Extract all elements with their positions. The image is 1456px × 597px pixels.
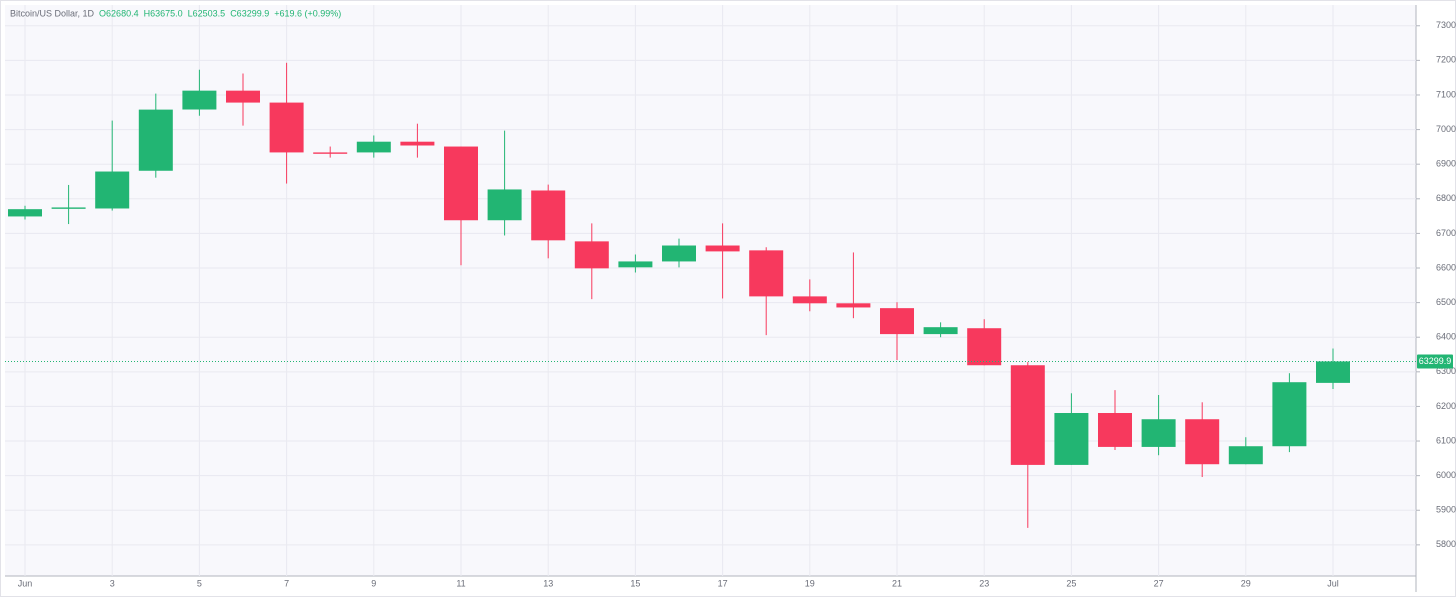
candle-body xyxy=(138,109,173,171)
last-price-label: 63299.9 xyxy=(1419,356,1452,366)
y-tick-label: 69000.0 xyxy=(1436,159,1456,169)
y-tick-label: 65000.0 xyxy=(1436,297,1456,307)
candle-body xyxy=(749,250,784,297)
y-tick-label: 59000.0 xyxy=(1436,505,1456,515)
header-low: L62503.5 xyxy=(188,8,226,18)
x-tick-label: Jul xyxy=(1327,578,1339,588)
candle-body xyxy=(705,245,740,252)
x-tick-label: 17 xyxy=(718,578,728,588)
candle-body xyxy=(792,296,827,304)
y-tick-label: 67000.0 xyxy=(1436,228,1456,238)
candle-body xyxy=(444,146,478,221)
x-tick-label: 13 xyxy=(543,578,553,588)
candle-body xyxy=(662,245,696,262)
x-tick-label: 3 xyxy=(110,578,115,588)
candle-body xyxy=(531,190,566,241)
y-tick-label: 71000.0 xyxy=(1436,89,1456,99)
candle-body xyxy=(1185,419,1220,465)
x-tick-label: 27 xyxy=(1154,578,1164,588)
candle-body xyxy=(356,141,391,153)
candle-body xyxy=(1141,419,1176,447)
candle-body xyxy=(923,327,958,335)
y-tick-label: 68000.0 xyxy=(1436,193,1456,203)
candle-body xyxy=(400,141,435,146)
header-high: H63675.0 xyxy=(144,8,183,18)
y-tick-label: 70000.0 xyxy=(1436,124,1456,134)
candle-body xyxy=(269,102,304,153)
candle-body xyxy=(1272,382,1307,447)
x-tick-label: 21 xyxy=(892,578,902,588)
header-symbol: Bitcoin/US Dollar, 1D xyxy=(10,8,95,18)
y-tick-label: 58000.0 xyxy=(1436,539,1456,549)
plot-area xyxy=(5,5,1416,576)
y-tick-label: 61000.0 xyxy=(1436,435,1456,445)
last-price-box xyxy=(1417,354,1453,369)
header-change: +619.6 (+0.99%) xyxy=(274,8,341,18)
x-tick-label: 23 xyxy=(979,578,989,588)
candle-body xyxy=(8,209,42,217)
x-tick-label: 29 xyxy=(1241,578,1251,588)
candle-body xyxy=(1098,413,1132,447)
candle-body xyxy=(1010,365,1045,465)
candle-body xyxy=(182,90,217,110)
y-tick-label: 66000.0 xyxy=(1436,262,1456,272)
candle-body xyxy=(574,241,609,269)
y-tick-label: 72000.0 xyxy=(1436,55,1456,65)
x-tick-label: 15 xyxy=(630,578,640,588)
candle-body xyxy=(880,308,914,335)
x-tick-label: 19 xyxy=(805,578,815,588)
candle-body xyxy=(1054,413,1089,465)
candle-body xyxy=(1228,446,1263,465)
candle-body xyxy=(95,171,130,209)
x-tick-label: 5 xyxy=(197,578,202,588)
x-tick-label: 25 xyxy=(1066,578,1076,588)
y-tick-label: 73000.0 xyxy=(1436,20,1456,30)
y-tick-label: 62000.0 xyxy=(1436,401,1456,411)
x-tick-label: 7 xyxy=(284,578,289,588)
candle-body xyxy=(836,303,871,308)
y-tick-label: 63000.0 xyxy=(1436,366,1456,376)
header-open: O62680.4 xyxy=(99,8,139,18)
candle-body xyxy=(1316,361,1350,383)
y-tick-label: 60000.0 xyxy=(1436,470,1456,480)
candle-body xyxy=(618,261,653,268)
candle-body xyxy=(967,328,1002,366)
x-tick-label: 11 xyxy=(456,578,465,588)
candle-body xyxy=(226,90,260,103)
x-tick-label: 9 xyxy=(371,578,376,588)
y-tick-label: 64000.0 xyxy=(1436,332,1456,342)
x-tick-label: Jun xyxy=(18,578,33,588)
header-close: C63299.9 xyxy=(230,8,269,18)
candle-body xyxy=(487,189,522,221)
candle-body xyxy=(313,152,348,154)
candle-body xyxy=(51,207,86,209)
